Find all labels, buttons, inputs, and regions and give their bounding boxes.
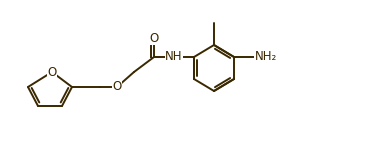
- Text: NH: NH: [165, 51, 183, 63]
- Text: NH₂: NH₂: [255, 51, 277, 63]
- Text: O: O: [149, 32, 159, 45]
- Text: O: O: [47, 66, 57, 78]
- Text: O: O: [112, 81, 122, 93]
